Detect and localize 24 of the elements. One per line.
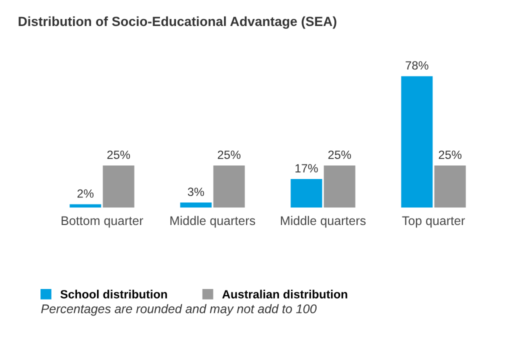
data-label: 2% bbox=[77, 189, 94, 198]
bar bbox=[324, 165, 356, 208]
data-label: 78% bbox=[406, 61, 428, 70]
data-label: 25% bbox=[218, 150, 240, 159]
bar bbox=[401, 76, 433, 208]
data-label: 25% bbox=[107, 150, 130, 159]
data-label: 3% bbox=[188, 188, 204, 196]
bar bbox=[213, 165, 245, 208]
x-tick-label: Top quarter bbox=[402, 216, 465, 228]
data-label: 17% bbox=[296, 164, 318, 172]
x-tick-label: Bottom quarter bbox=[62, 216, 144, 228]
legend-label: Australian distribution bbox=[222, 290, 348, 298]
bar bbox=[180, 202, 212, 208]
data-label: 25% bbox=[438, 150, 462, 159]
bar bbox=[102, 165, 134, 208]
x-tick-label: Middle quarters bbox=[280, 216, 366, 228]
bar bbox=[70, 204, 102, 208]
legend-label: School distribution bbox=[60, 290, 167, 298]
bar bbox=[434, 165, 466, 208]
chart-title: Distribution of Socio-Educational Advantage (SEA) bbox=[18, 16, 336, 29]
data-label: 25% bbox=[328, 150, 351, 159]
text: Percentages are rounded and may not add to 100 bbox=[41, 304, 317, 316]
x-tick-label: Middle quarters bbox=[170, 216, 256, 228]
bar bbox=[290, 178, 322, 208]
